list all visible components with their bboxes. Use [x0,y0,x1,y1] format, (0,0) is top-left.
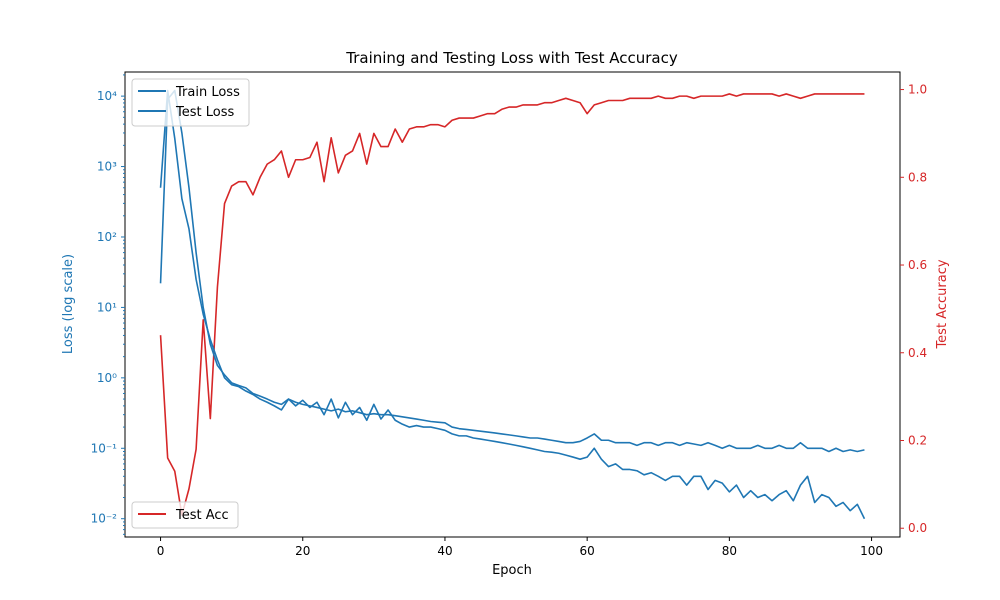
y-axis-right: 0.0 0.2 0.4 0.6 0.8 1.0 [900,83,927,535]
x-tick-label: 100 [860,544,883,558]
x-tick-label: 80 [722,544,737,558]
x-tick-label: 60 [580,544,595,558]
series-line-test-acc [159,93,865,516]
legend-test-acc-label: Test Acc [175,508,229,523]
legend-train-loss-label: Train Loss [175,85,240,100]
y-left-tick-label: 10⁻² [91,512,118,526]
x-axis: 0 20 40 60 80 100 [157,537,883,558]
y-right-tick-label: 0.2 [908,433,927,447]
y-left-tick-label: 10² [97,230,117,244]
series-line-test-loss [159,89,866,520]
y-right-tick-label: 1.0 [908,83,927,97]
chart-title: Training and Testing Loss with Test Accu… [345,49,678,67]
y-right-tick-label: 0.4 [908,346,927,360]
x-tick-label: 20 [295,544,310,558]
legend-acc-box [131,501,239,529]
y-axis-left-label: Loss (log scale) [61,254,76,354]
x-tick-label: 0 [157,544,165,558]
y-left-tick-label: 10⁻¹ [91,441,118,455]
y-left-tick-label: 10⁴ [97,89,117,103]
y-axis-left: 10⁻² 10⁻¹ 10⁰ 10¹ 10² 10³ 10⁴ [91,74,125,535]
y-left-tick-label: 10⁰ [97,371,117,385]
legend-loss: Train Loss Test Loss [131,78,250,127]
plot-frame [124,71,901,538]
y-left-tick-label: 10³ [97,160,117,174]
x-tick-label: 40 [437,544,452,558]
y-right-tick-label: 0.0 [908,521,927,535]
x-axis-label: Epoch [492,563,532,578]
y-left-tick-label: 10¹ [97,300,117,314]
legend-acc: Test Acc [131,501,239,529]
y-right-tick-label: 0.8 [908,170,927,184]
y-right-tick-label: 0.6 [908,258,927,272]
y-axis-right-label: Test Accuracy [935,259,950,349]
series-line-train-loss [159,89,865,453]
legend-test-loss-label: Test Loss [175,105,234,120]
plot-area [159,89,866,520]
